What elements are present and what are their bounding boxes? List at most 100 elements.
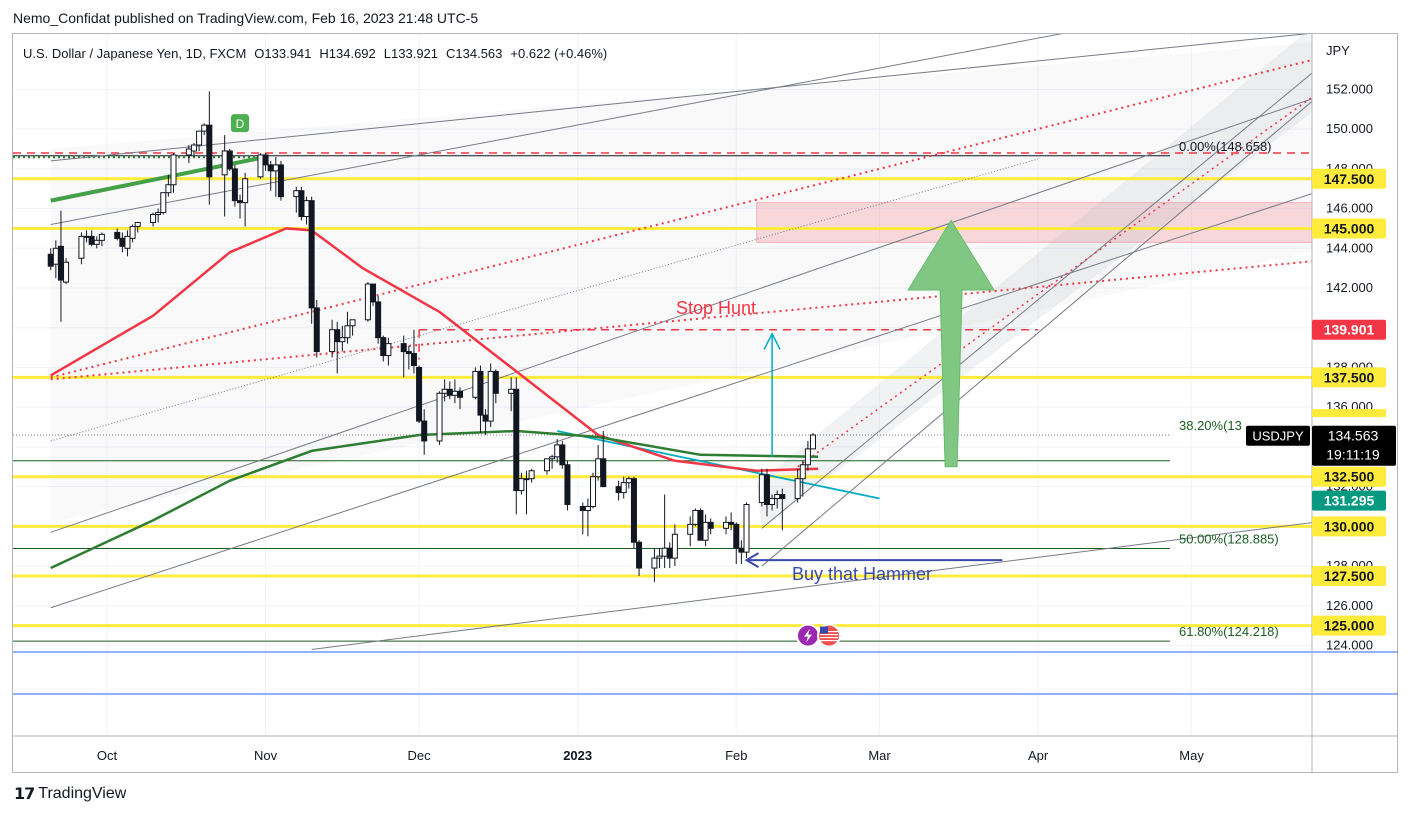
fib-label: 38.20%(13 <box>1179 418 1242 433</box>
candle-body <box>651 557 658 569</box>
candle-body <box>446 388 453 396</box>
level-price-label <box>1312 565 1386 586</box>
candle-body <box>150 214 157 223</box>
candle-body <box>410 353 417 366</box>
candle-body <box>441 388 448 394</box>
axis-price-labels: 147.500 145.000 137.500 132.500 130.000 127.5… <box>1246 168 1396 636</box>
candle-body <box>298 190 305 218</box>
candle-body <box>579 505 586 511</box>
candle-body <box>625 478 632 484</box>
candle-body <box>231 168 238 202</box>
flash-glyph <box>804 628 812 643</box>
candle-body <box>487 370 494 422</box>
legend-low: L133.921 <box>384 46 438 61</box>
candle-body <box>666 547 673 559</box>
y-tick-label: 152.000 <box>1326 81 1373 96</box>
candle-body <box>308 200 315 309</box>
candle-body <box>47 253 54 267</box>
candle-body <box>242 178 249 204</box>
candle-body <box>400 343 407 353</box>
candle-body <box>83 235 90 238</box>
flag-canton <box>820 626 828 634</box>
level-price-label-text: 137.500 <box>1324 369 1375 385</box>
annotation-layer: Stop Hunt Buy that Hammer D 0.00%(148.658) 3… <box>231 114 1279 648</box>
candle-body <box>774 494 781 500</box>
legend-close: C134.563 <box>446 46 502 61</box>
candle-body <box>334 329 341 343</box>
y-tick-label: 144.000 <box>1326 240 1373 255</box>
candle-body <box>436 392 443 442</box>
candles <box>47 91 817 582</box>
red-dotted-trendline <box>797 96 1312 468</box>
trendline <box>50 34 1063 225</box>
x-tick-label: Oct <box>97 748 118 763</box>
candle-body <box>375 301 382 339</box>
symbol-label <box>1246 425 1310 446</box>
cyan-trendline <box>557 430 880 500</box>
candle-body <box>155 212 162 216</box>
countdown-text: 19:11:19 <box>1326 447 1380 463</box>
candle-body <box>769 498 776 505</box>
footer-brand[interactable]: 𝟭𝟳 TradingView <box>14 784 126 804</box>
x-tick-label: May <box>1179 748 1204 763</box>
candle-body <box>221 150 228 176</box>
level-lines <box>13 152 1312 642</box>
candle-body <box>370 283 377 303</box>
x-tick-label: Feb <box>725 748 747 763</box>
resistance-zone <box>756 202 1312 243</box>
y-tick-label: 150.000 <box>1326 121 1373 136</box>
candle-body <box>799 464 806 480</box>
candle-body <box>738 547 745 553</box>
candle-body <box>559 444 566 466</box>
footer-brand-text: TradingView <box>38 785 127 802</box>
candle-body <box>267 164 274 172</box>
level-price-label-text: 147.500 <box>1324 171 1375 187</box>
candle-body <box>421 420 428 442</box>
fib-label: 61.80%(124.218) <box>1179 624 1279 639</box>
last-price-label <box>1312 425 1396 466</box>
candle-body <box>600 458 607 488</box>
candle-body <box>779 494 786 500</box>
candle-body <box>615 486 622 494</box>
highlight-price-label <box>1312 490 1386 511</box>
legend-high: H134.692 <box>319 46 375 61</box>
candle-body <box>226 150 233 170</box>
x-tick-label: Dec <box>408 748 432 763</box>
candle-body <box>758 474 765 504</box>
candle-body <box>134 221 141 227</box>
hammer-pointer-head <box>744 552 760 568</box>
candle-body <box>98 233 105 241</box>
candle-body <box>206 124 213 178</box>
candle-body <box>119 237 126 247</box>
red-dotted-trendline <box>50 260 1312 381</box>
buy-hammer-label: Buy that Hammer <box>792 564 932 584</box>
candle-body <box>590 476 597 507</box>
up-arrow-icon <box>907 219 995 468</box>
candle-body <box>303 200 310 218</box>
candle-body <box>124 235 131 249</box>
zone-layer <box>50 34 1312 529</box>
candle-body <box>349 319 356 327</box>
time-axis[interactable]: Oct Nov Dec 2023 Feb Mar Apr May <box>97 748 1204 763</box>
candle-body <box>93 239 100 245</box>
candle-body <box>518 478 525 492</box>
candle-body <box>57 245 64 281</box>
badge-letter: D <box>236 117 245 131</box>
candle-body <box>743 503 750 553</box>
candle-body <box>313 307 320 353</box>
trendline <box>50 98 1312 533</box>
candle-body <box>794 478 801 500</box>
highlight-price-label <box>1312 319 1386 340</box>
candle-body <box>630 478 637 543</box>
level-price-label <box>1312 218 1386 239</box>
level-price-label-text: 145.000 <box>1324 220 1375 236</box>
candle-body <box>804 448 811 466</box>
candle-body <box>416 366 423 422</box>
legend-symbol-name: U.S. Dollar / Japanese Yen, 1D, FXCM <box>23 46 246 61</box>
stop-hunt-label: Stop Hunt <box>676 298 756 318</box>
candle-body <box>160 192 167 214</box>
svg-text:U.S. Dollar / Japanese Yen, 1D: U.S. Dollar / Japanese Yen, 1D, FXCM O133… <box>23 46 607 61</box>
candle-body <box>129 225 136 239</box>
candle-body <box>733 523 740 549</box>
